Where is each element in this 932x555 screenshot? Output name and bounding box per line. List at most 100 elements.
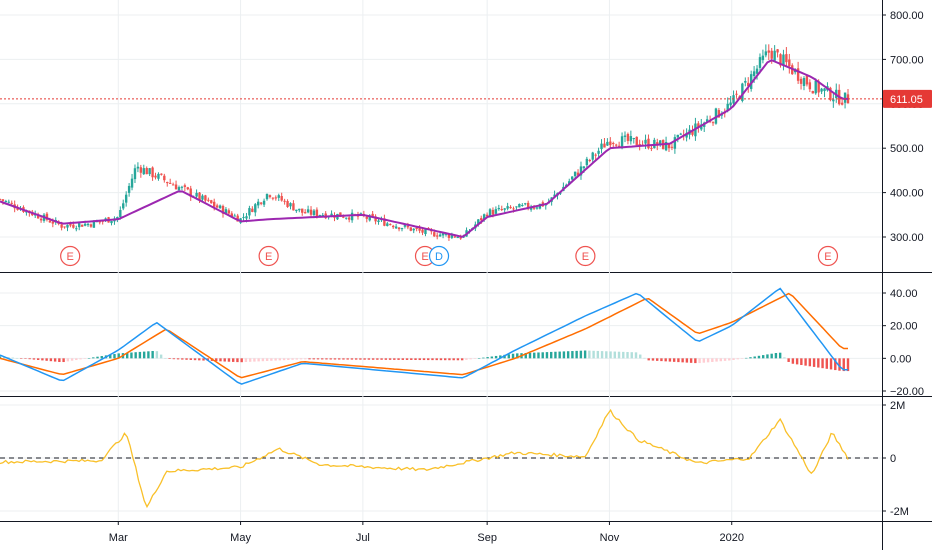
histogram-bar [537,352,540,359]
histogram-bar [215,358,218,362]
histogram-bar [384,358,388,360]
histogram-bar [223,358,226,362]
earnings-marker[interactable]: E [575,245,596,267]
candle-body [456,237,459,239]
last-price-label: 611.05 [890,94,923,106]
y-tick-label: 2M [890,400,905,412]
candle-body [597,150,600,154]
candle-body [573,171,577,177]
candle-body [374,216,377,222]
marker-label: E [421,251,428,263]
histogram-bar [486,357,489,359]
histogram-bar [677,358,680,363]
candle-body [4,201,8,203]
candle-body [609,141,612,146]
oscillator-panel[interactable] [0,408,882,509]
candle-body [691,130,694,135]
histogram-bar [393,358,396,360]
candle-body [832,99,835,102]
candle-body [157,173,160,179]
candle-body [623,135,627,137]
histogram-bar [354,358,358,360]
histogram-bar [702,358,706,363]
histogram-bar [342,358,345,360]
macd-panel[interactable] [0,287,850,385]
marker-circle [428,245,450,267]
dividend-marker[interactable]: D [428,245,450,267]
candle-body [497,208,501,210]
histogram-bar [410,358,413,360]
earnings-marker[interactable]: E [258,245,279,267]
histogram-bar [159,354,163,359]
marker-circle [60,245,81,267]
candle-body [110,221,113,224]
marker-circle [258,245,279,267]
histogram-bar [15,357,19,359]
candle-body [521,205,524,207]
histogram-bar [558,351,561,359]
x-tick-label: Sep [477,532,497,544]
candle-body [347,217,351,220]
macd-line [0,287,848,385]
histogram-bar [295,358,298,360]
histogram-bar [376,358,379,360]
histogram-bar [605,351,608,359]
x-tick-label: 2020 [719,532,743,544]
candle-body [503,208,506,210]
histogram-bar [92,357,95,359]
histogram-bar [639,354,642,359]
candle-body [664,141,668,151]
histogram-bar [613,351,616,359]
histogram-bar [20,358,23,359]
candle-body [588,159,591,161]
candle-body [69,223,72,226]
histogram-bar [79,358,82,360]
histogram-bar [329,358,332,360]
histogram-bar [482,357,485,359]
histogram-bar [583,350,587,359]
last-price-badge: 611.05 [883,89,932,108]
earnings-marker[interactable]: E [414,245,436,267]
candle-body [218,205,222,209]
histogram-bar [791,358,795,364]
candle-body [647,138,650,149]
histogram-bar [176,358,180,360]
histogram-bar [181,358,184,360]
histogram-bar [711,358,714,362]
candle-body [215,205,219,208]
histogram-bar [261,358,265,362]
candle-body [371,213,374,217]
moving-average-line [0,59,848,238]
candle-body [817,81,820,93]
candle-body [92,220,96,228]
histogram-bar [299,358,303,360]
candle-body [127,185,131,193]
candlesticks [0,44,850,241]
histogram-bar [388,358,392,360]
histogram-bar [185,358,188,360]
candle-body [632,138,635,140]
candle-body [207,199,210,201]
histogram-bar [282,358,286,361]
histogram-bar [494,355,498,359]
candle-body [720,114,724,116]
histogram-bar [435,358,438,361]
candle-body [7,201,11,203]
earnings-marker[interactable]: E [60,245,81,267]
candle-body [829,87,832,101]
marker-circle [575,245,596,267]
histogram-bar [732,358,735,360]
histogram-bar [566,351,570,359]
histogram-bar [728,358,731,361]
histogram-bar [762,355,765,359]
candle-body [802,77,806,86]
histogram-bar [630,352,633,359]
candle-body [130,178,134,188]
candle-body [201,195,204,200]
y-tick-label: 700.00 [890,54,924,66]
earnings-marker[interactable]: E [817,245,839,267]
